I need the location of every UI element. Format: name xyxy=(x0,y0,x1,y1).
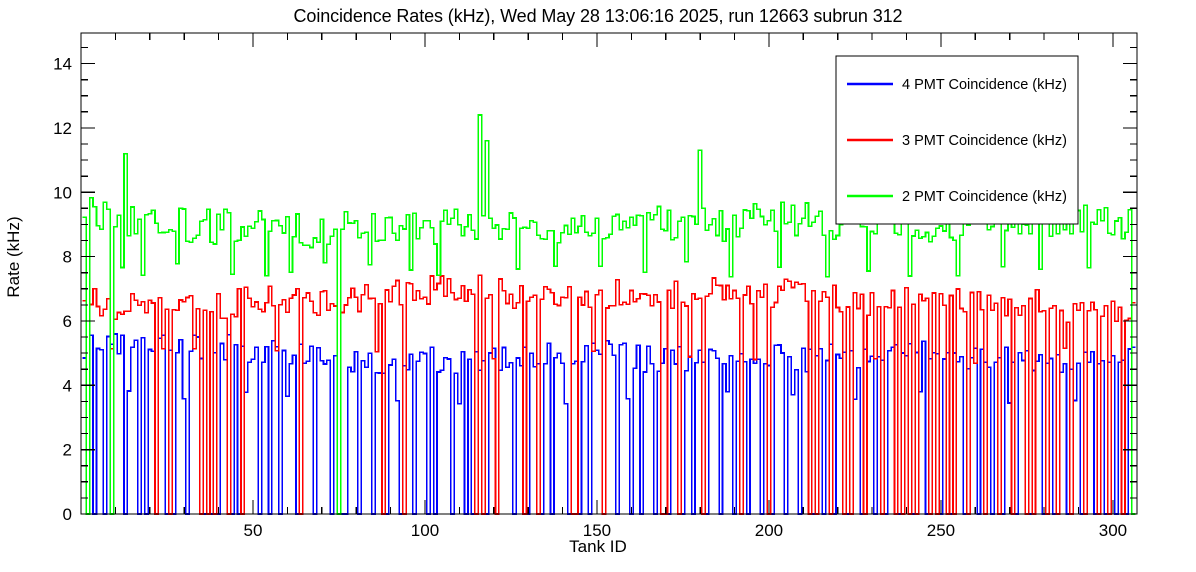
x-tick-label: 150 xyxy=(583,521,611,540)
x-axis-title: Tank ID xyxy=(569,537,627,556)
y-tick-label: 4 xyxy=(63,376,72,395)
series-layer xyxy=(82,114,1136,515)
plot-frame xyxy=(80,32,1138,515)
legend-label-3: 2 PMT Coincidence (kHz) xyxy=(902,189,1067,205)
x-tick-label: 200 xyxy=(755,521,783,540)
series-trace-3 xyxy=(82,114,1136,515)
x-tick-label: 50 xyxy=(244,521,263,540)
y-tick-label: 14 xyxy=(53,55,72,74)
legend-label-2: 3 PMT Coincidence (kHz) xyxy=(902,133,1067,149)
y-tick-label: 8 xyxy=(63,248,72,267)
axis-layer: 0 2 4 6 8 10 12 14 50 100 150 200 250 300 xyxy=(53,32,1138,540)
x-tick-label: 300 xyxy=(1099,521,1127,540)
y-tick-label: 2 xyxy=(63,441,72,460)
x-tick-label: 100 xyxy=(411,521,439,540)
y-tick-label: 10 xyxy=(53,183,72,202)
y-tick-label: 0 xyxy=(63,505,72,524)
legend-label-1: 4 PMT Coincidence (kHz) xyxy=(902,77,1067,93)
legend-box[interactable]: 4 PMT Coincidence (kHz) 3 PMT Coincidence… xyxy=(835,55,1079,225)
y-tick-label: 12 xyxy=(53,119,72,138)
y-tick-label: 6 xyxy=(63,312,72,331)
series-trace-1 xyxy=(82,333,1136,515)
page-title: Coincidence Rates (kHz), Wed May 28 13:0… xyxy=(293,6,903,26)
series-trace-2 xyxy=(82,274,1136,515)
x-tick-label: 250 xyxy=(927,521,955,540)
